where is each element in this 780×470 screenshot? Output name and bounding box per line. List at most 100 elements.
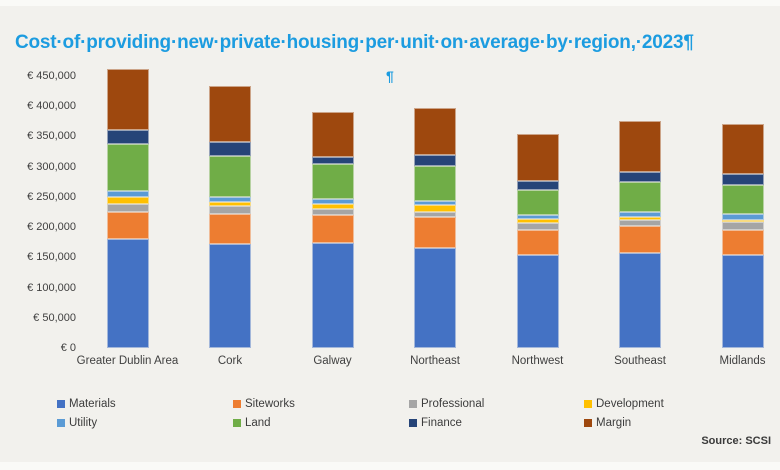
bar-segment-utility-7	[721, 213, 764, 220]
x-axis-category-label: Midlands	[719, 355, 766, 367]
bar-segment-materials-3	[311, 242, 354, 348]
legend-swatch-icon	[233, 400, 241, 408]
bar-segment-siteworks-3	[311, 215, 354, 243]
bar-segment-development-1	[106, 197, 149, 205]
x-axis-category-label: Greater Dublin Area	[76, 355, 179, 367]
y-axis-tick-label: € 350,000	[27, 130, 76, 143]
y-axis-tick-label: € 150,000	[27, 251, 76, 264]
y-axis-tick-label: € 0	[60, 342, 76, 354]
y-axis-tick-label: € 250,000	[27, 190, 76, 203]
legend-label: Professional	[421, 398, 485, 410]
bar-segment-finance-7	[721, 173, 764, 185]
legend-swatch-icon	[584, 400, 592, 408]
bar-segment-margin-2	[209, 86, 251, 143]
bar-segment-development-2	[209, 201, 251, 206]
bar-segment-siteworks-6	[619, 225, 661, 254]
bar-segment-land-3	[311, 163, 354, 199]
bar-segment-professional-1	[106, 204, 149, 212]
bar-segment-finance-2	[209, 142, 251, 157]
legend-label: Utility	[69, 417, 98, 429]
bar-segment-professional-2	[209, 205, 251, 215]
x-axis-category-label: Northwest	[511, 355, 564, 367]
bar-segment-margin-6	[619, 121, 661, 173]
legend-label: Finance	[421, 417, 462, 429]
y-axis-tick-label: € 200,000	[27, 221, 76, 234]
legend-label: Materials	[69, 398, 116, 410]
bar-segment-land-7	[721, 184, 764, 214]
bar-segment-professional-5	[516, 223, 559, 231]
bar-segment-margin-3	[311, 112, 354, 157]
bar-segment-margin-4	[414, 108, 456, 156]
x-axis-category-label: Galway	[313, 355, 352, 367]
legend-swatch-icon	[233, 419, 241, 427]
bar-segment-materials-5	[516, 254, 559, 348]
bar-segment-margin-5	[516, 134, 559, 182]
bar-segment-development-7	[721, 219, 764, 223]
legend-swatch-icon	[57, 400, 65, 408]
bar-segment-land-4	[414, 166, 456, 202]
bar-segment-siteworks-2	[209, 214, 251, 245]
y-axis-tick-label: € 450,000	[27, 70, 76, 82]
bar-segment-utility-4	[414, 201, 456, 206]
legend-item-siteworks: Siteworks	[233, 398, 295, 410]
bar-segment-utility-3	[311, 198, 354, 205]
bar-segment-finance-5	[516, 181, 559, 190]
legend-item-utility: Utility	[57, 417, 97, 429]
bar-segment-margin-1	[106, 69, 149, 131]
bar-segment-land-5	[516, 189, 559, 215]
bar-segment-siteworks-7	[721, 229, 764, 255]
bar-segment-professional-3	[311, 208, 354, 215]
bar-segment-development-6	[619, 217, 661, 221]
bar-segment-professional-4	[414, 212, 456, 218]
y-axis-tick-label: € 300,000	[27, 160, 76, 173]
legend-label: Margin	[596, 417, 632, 429]
bar-segment-siteworks-1	[106, 212, 149, 239]
legend-swatch-icon	[409, 419, 417, 427]
bar-segment-siteworks-5	[516, 230, 559, 255]
bar-segment-land-6	[619, 182, 661, 212]
y-axis-tick-label: € 50,000	[33, 311, 76, 324]
legend-label: Siteworks	[245, 398, 295, 410]
legend-label: Development	[596, 398, 664, 410]
bar-segment-margin-7	[721, 123, 764, 174]
bar-segment-finance-3	[311, 156, 354, 164]
bar-segment-land-1	[106, 143, 149, 192]
bar-segment-utility-2	[209, 197, 251, 202]
bar-segment-materials-2	[209, 244, 251, 348]
bar-segment-development-5	[516, 219, 559, 224]
legend-label: Land	[245, 417, 271, 429]
bar-segment-utility-5	[516, 215, 559, 220]
bar-segment-finance-6	[619, 172, 661, 183]
x-axis-category-label: Northeast	[410, 355, 460, 367]
bar-segment-materials-4	[414, 248, 456, 348]
legend-swatch-icon	[584, 419, 592, 427]
bar-segment-finance-4	[414, 155, 456, 167]
bar-segment-materials-6	[619, 253, 661, 348]
legend-item-professional: Professional	[409, 398, 484, 410]
bar-segment-utility-6	[619, 212, 661, 218]
bar-segment-land-2	[209, 156, 251, 198]
chart-panel: Cost·of·providing·new·private·housing·pe…	[0, 6, 780, 462]
y-axis-tick-label: € 400,000	[27, 100, 76, 113]
legend-swatch-icon	[409, 400, 417, 408]
x-axis-category-label: Cork	[217, 355, 243, 367]
bar-segment-utility-1	[106, 191, 149, 198]
legend-item-materials: Materials	[57, 398, 116, 410]
source-note: Source: SCSI	[701, 435, 771, 447]
bar-segment-professional-6	[619, 220, 661, 226]
bar-segment-materials-7	[721, 254, 764, 348]
legend-item-margin: Margin	[584, 417, 631, 429]
legend-item-development: Development	[584, 398, 664, 410]
bar-segment-development-4	[414, 205, 456, 212]
legend-swatch-icon	[57, 419, 65, 427]
bar-segment-finance-1	[106, 130, 149, 144]
bar-segment-professional-7	[721, 222, 764, 230]
chart-title: Cost·of·providing·new·private·housing·pe…	[15, 32, 694, 53]
y-axis-tick-label: € 100,000	[27, 281, 76, 294]
x-axis-category-label: Southeast	[614, 355, 666, 367]
bar-segment-siteworks-4	[414, 217, 456, 249]
legend-item-land: Land	[233, 417, 271, 429]
bar-segment-development-3	[311, 204, 354, 209]
legend-item-finance: Finance	[409, 417, 462, 429]
bar-segment-materials-1	[106, 238, 149, 348]
